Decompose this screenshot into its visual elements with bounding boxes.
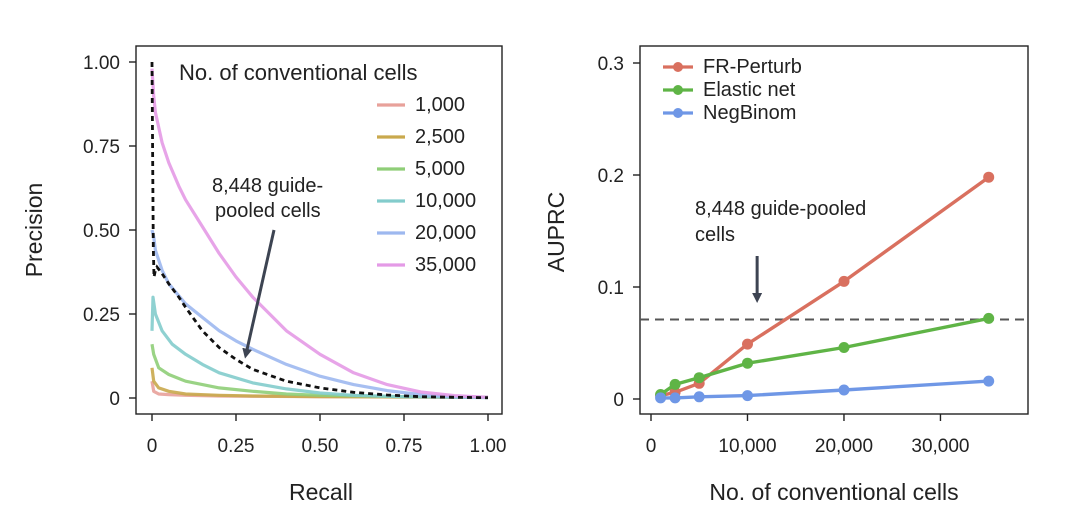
left-y-tick-label: 0.25: [83, 305, 120, 326]
left-x-tick-label: 0: [147, 436, 158, 457]
right-y-tick-label: 0.1: [598, 278, 624, 299]
right-annotation-line-1: 8,448 guide-pooled: [695, 198, 866, 220]
pr-curve-20-000: [150, 229, 489, 399]
right-legend-label-elastic-net: Elastic net: [703, 79, 796, 101]
point-fr-perturb: [983, 171, 995, 183]
left-y-tick-label: 0.75: [83, 137, 120, 158]
right-x-tick-label: 20,000: [815, 436, 873, 457]
left-y-axis-label: Precision: [21, 183, 47, 278]
right-x-axis-label: No. of conventional cells: [709, 479, 958, 505]
right-y-tick-label: 0: [613, 390, 624, 411]
point-negbinom: [983, 375, 995, 387]
point-negbinom: [669, 392, 681, 404]
right-legend-label-negbinom: NegBinom: [703, 102, 796, 124]
right-legend-swatch-dot-negbinom: [673, 108, 683, 118]
left-annotation-arrow: [242, 229, 276, 359]
left-y-tick-label: 1.00: [83, 53, 120, 74]
series-line-negbinom: [660, 379, 989, 400]
right-legend-swatch-dot-elastic-net: [673, 85, 683, 95]
left-x-tick-label: 1.00: [470, 436, 507, 457]
right-legend-swatch-dot-fr-perturb: [673, 62, 683, 72]
point-negbinom: [838, 384, 850, 396]
left-x-tick-label: 0.75: [386, 436, 423, 457]
left-legend-label-10-000: 10,000: [415, 190, 476, 212]
left-legend-label-35-000: 35,000: [415, 254, 476, 276]
left-legend-title: No. of conventional cells: [179, 60, 417, 85]
guide-pooled-curve: [150, 61, 489, 400]
right-y-tick-label: 0.3: [598, 54, 624, 75]
left-annotation-line-1: 8,448 guide-: [212, 175, 323, 197]
right-x-tick-label: 30,000: [911, 436, 969, 457]
point-negbinom: [655, 392, 667, 404]
left-legend-label-5-000: 5,000: [415, 158, 465, 180]
right-legend-label-fr-perturb: FR-Perturb: [703, 56, 802, 78]
right-y-tick-label: 0.2: [598, 166, 624, 187]
point-elastic-net: [669, 378, 681, 390]
point-negbinom: [742, 390, 753, 402]
precision-recall-chart: 0 0.25 0.50 0.75 1.00 0 0.25 0.50 0.75 1.00 1,000…: [21, 45, 507, 505]
point-elastic-net: [838, 342, 850, 353]
left-legend-label-2-500: 2,500: [415, 126, 465, 148]
left-y-tick-label: 0.50: [83, 221, 120, 242]
left-x-tick-label: 0.50: [302, 436, 339, 457]
right-x-tick-label: 0: [646, 436, 657, 457]
right-y-axis-label: AUPRC: [543, 192, 569, 273]
left-annotation-line-2: pooled cells: [215, 200, 321, 222]
left-legend-label-1-000: 1,000: [415, 94, 465, 116]
point-negbinom: [693, 391, 705, 403]
point-fr-perturb: [838, 275, 850, 287]
point-elastic-net: [693, 372, 705, 384]
point-elastic-net: [742, 357, 753, 369]
pr-curve-5-000: [150, 343, 489, 399]
point-elastic-net: [983, 312, 995, 324]
left-y-tick-label: 0: [109, 389, 120, 410]
left-legend-label-20-000: 20,000: [415, 222, 476, 244]
pr-curve-35-000: [150, 68, 489, 399]
right-plot-frame: [639, 45, 1029, 415]
right-annotation-line-2: cells: [695, 224, 735, 246]
pr-curve-10-000: [150, 295, 489, 400]
auprc-chart: 0 10,000 20,000 30,000 0 0.1 0.2 0.3 FR-Perturb…: [543, 45, 1029, 505]
right-x-tick-label: 10,000: [718, 436, 776, 457]
point-fr-perturb: [742, 338, 753, 350]
left-x-tick-label: 0.25: [218, 436, 255, 457]
left-x-axis-label: Recall: [289, 479, 353, 505]
